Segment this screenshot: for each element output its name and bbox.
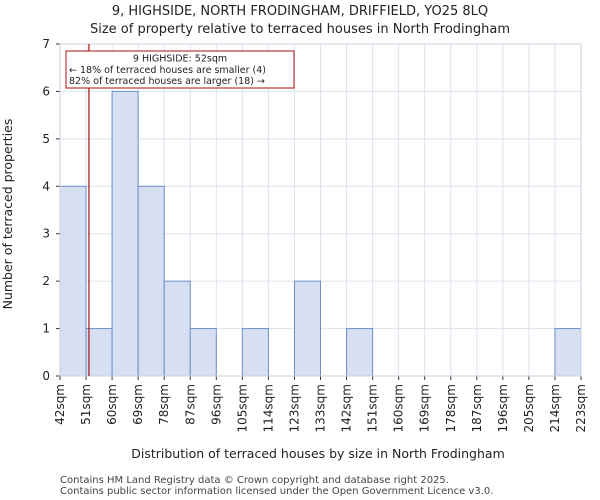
y-tick-label: 3	[42, 227, 50, 241]
y-tick-label: 1	[42, 322, 50, 336]
x-axis-title: Distribution of terraced houses by size …	[131, 446, 505, 461]
x-tick-label: 96sqm	[209, 384, 223, 425]
x-tick-label: 214sqm	[548, 384, 562, 432]
x-tick-label: 51sqm	[79, 384, 93, 425]
histogram-bar	[241, 328, 269, 377]
x-tick-label: 196sqm	[496, 384, 510, 432]
x-tick-label: 169sqm	[418, 384, 432, 432]
y-tick-label: 5	[42, 132, 50, 146]
y-axis-title: Number of terraced properties	[0, 119, 15, 310]
annotation-larger: 82% of terraced houses are larger (18) →	[69, 76, 265, 87]
y-tick-label: 7	[42, 37, 50, 51]
x-tick-label: 78sqm	[157, 384, 171, 425]
x-tick-label: 205sqm	[522, 384, 536, 432]
footer-licence: Contains public sector information licen…	[60, 486, 493, 497]
chart-subtitle: Size of property relative to terraced ho…	[90, 22, 510, 37]
x-tick-label: 178sqm	[444, 384, 458, 432]
x-tick-label: 142sqm	[340, 384, 354, 432]
histogram-bar	[346, 328, 374, 377]
x-tick-label: 69sqm	[131, 384, 145, 425]
x-tick-label: 133sqm	[314, 384, 328, 432]
histogram-bar	[189, 328, 217, 377]
x-axis: 42sqm 51sqm 60sqm 69sqm 78sqm 87sqm 96sqm 105sq…	[53, 376, 588, 432]
y-tick-label: 2	[42, 274, 50, 288]
annotation-smaller: ← 18% of terraced houses are smaller (4)	[69, 65, 266, 76]
histogram-bar	[137, 185, 165, 377]
footer-copyright: Contains HM Land Registry data © Crown c…	[60, 475, 449, 486]
histogram-bar	[111, 90, 139, 377]
x-tick-label: 60sqm	[105, 384, 119, 425]
histogram-bar	[59, 185, 87, 377]
x-tick-label: 160sqm	[392, 384, 406, 432]
histogram-bar	[85, 328, 113, 377]
histogram-bar	[293, 280, 322, 377]
x-tick-label: 151sqm	[366, 384, 380, 432]
x-tick-label: 105sqm	[235, 384, 249, 432]
y-tick-label: 4	[42, 179, 50, 193]
histogram-bar	[554, 328, 582, 377]
x-tick-label: 114sqm	[261, 384, 275, 432]
plot-area	[59, 43, 582, 377]
chart-title: 9, HIGHSIDE, NORTH FRODINGHAM, DRIFFIELD…	[112, 4, 488, 19]
y-tick-label: 0	[42, 369, 50, 383]
y-axis: 0 1 2 3 4 5 6 7	[42, 37, 60, 383]
histogram-bar	[163, 280, 191, 377]
annotation-box: 9 HIGHSIDE: 52sqm ← 18% of terraced hous…	[65, 50, 295, 89]
grid	[60, 44, 581, 376]
x-tick-label: 42sqm	[53, 384, 67, 425]
y-tick-label: 6	[42, 84, 50, 98]
x-tick-label: 223sqm	[574, 384, 588, 432]
x-tick-label: 187sqm	[470, 384, 484, 432]
x-tick-label: 123sqm	[287, 384, 301, 432]
x-tick-label: 87sqm	[183, 384, 197, 425]
annotation-title: 9 HIGHSIDE: 52sqm	[133, 54, 227, 65]
